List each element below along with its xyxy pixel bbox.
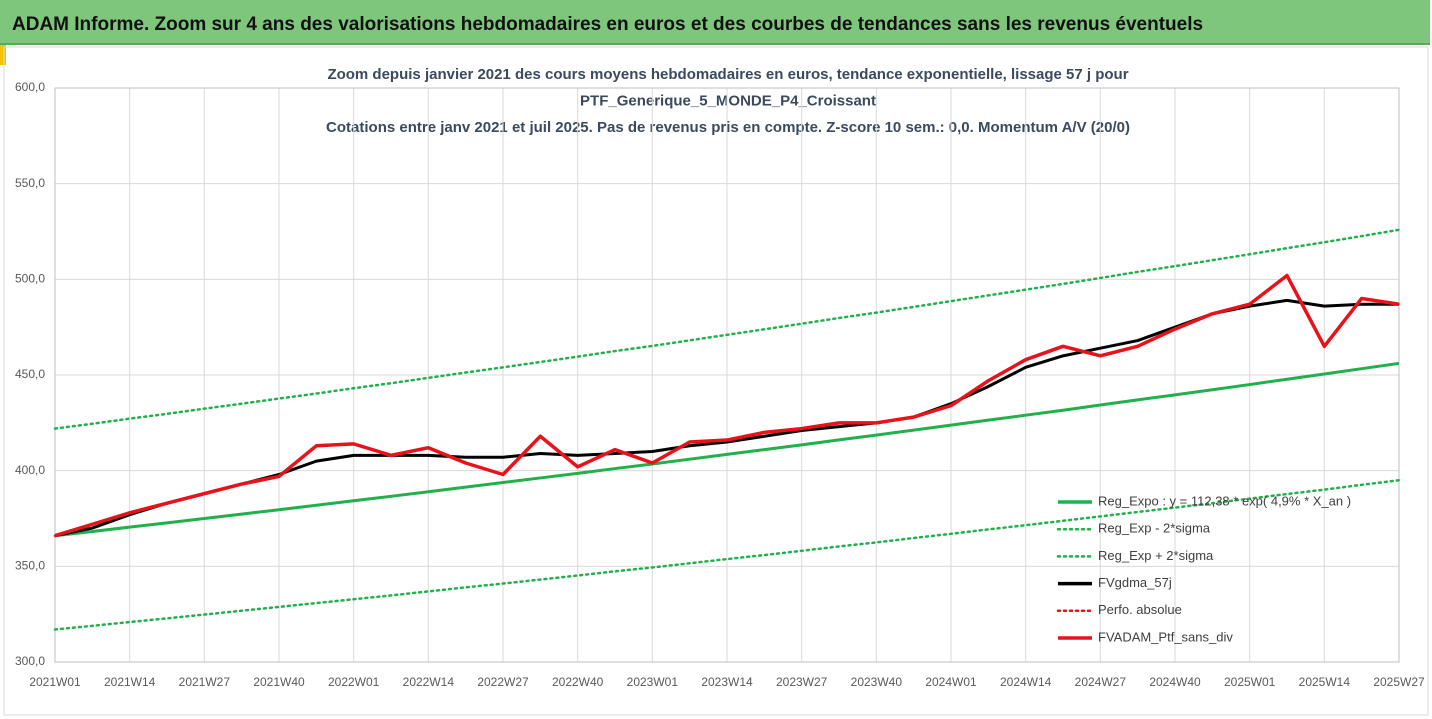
chart-title: Cotations entre janv 2021 et juil 2025. … [326, 119, 1130, 136]
y-tick-label: 550,0 [15, 176, 45, 190]
y-tick-label: 350,0 [15, 559, 45, 573]
legend-label: FVADAM_Ptf_sans_div [1098, 629, 1233, 644]
y-tick-label: 500,0 [15, 272, 45, 286]
y-tick-label: 400,0 [15, 463, 45, 477]
x-tick-label: 2025W14 [1299, 675, 1351, 689]
x-tick-label: 2023W14 [701, 675, 753, 689]
y-tick-label: 600,0 [15, 80, 45, 94]
x-tick-label: 2021W14 [104, 675, 156, 689]
x-tick-label: 2021W01 [29, 675, 81, 689]
chart-title: PTF_Generique_5_MONDE_P4_Croissant [580, 92, 876, 109]
x-tick-label: 2025W01 [1224, 675, 1276, 689]
legend-label: Reg_Exp - 2*sigma [1098, 521, 1211, 536]
header-title: ADAM Informe. Zoom sur 4 ans des valoris… [0, 0, 1430, 45]
x-tick-label: 2022W27 [477, 675, 529, 689]
x-tick-label: 2024W40 [1149, 675, 1201, 689]
chart-border [3, 46, 1429, 716]
legend-label: Perfo. absolue [1098, 602, 1182, 617]
x-tick-label: 2022W14 [403, 675, 455, 689]
series-line [53, 478, 1401, 631]
series-line [54, 273, 1400, 538]
legend-label: FVgdma_57j [1098, 575, 1172, 590]
plot-border [54, 87, 1400, 663]
accent [0, 45, 6, 65]
series-line [53, 228, 1401, 430]
y-tick-label: 450,0 [15, 367, 45, 381]
x-tick-label: 2021W27 [179, 675, 231, 689]
y-tick-label: 300,0 [15, 654, 45, 668]
legend-label: Reg_Exp + 2*sigma [1098, 548, 1214, 563]
series-line [54, 361, 1400, 538]
x-tick-label: 2021W40 [253, 675, 305, 689]
x-tick-label: 2023W01 [627, 675, 679, 689]
x-tick-label: 2022W01 [328, 675, 380, 689]
legend-label: Reg_Expo : y = 112,38 * exp( 4,9% * X_an… [1098, 493, 1351, 508]
x-tick-label: 2023W27 [776, 675, 828, 689]
x-tick-label: 2024W14 [1000, 675, 1052, 689]
chart-title: Zoom depuis janvier 2021 des cours moyen… [327, 66, 1128, 83]
x-tick-label: 2023W40 [851, 675, 903, 689]
x-tick-label: 2025W27 [1373, 675, 1425, 689]
x-tick-label: 2024W27 [1075, 675, 1127, 689]
x-tick-label: 2022W40 [552, 675, 604, 689]
x-tick-label: 2024W01 [925, 675, 977, 689]
